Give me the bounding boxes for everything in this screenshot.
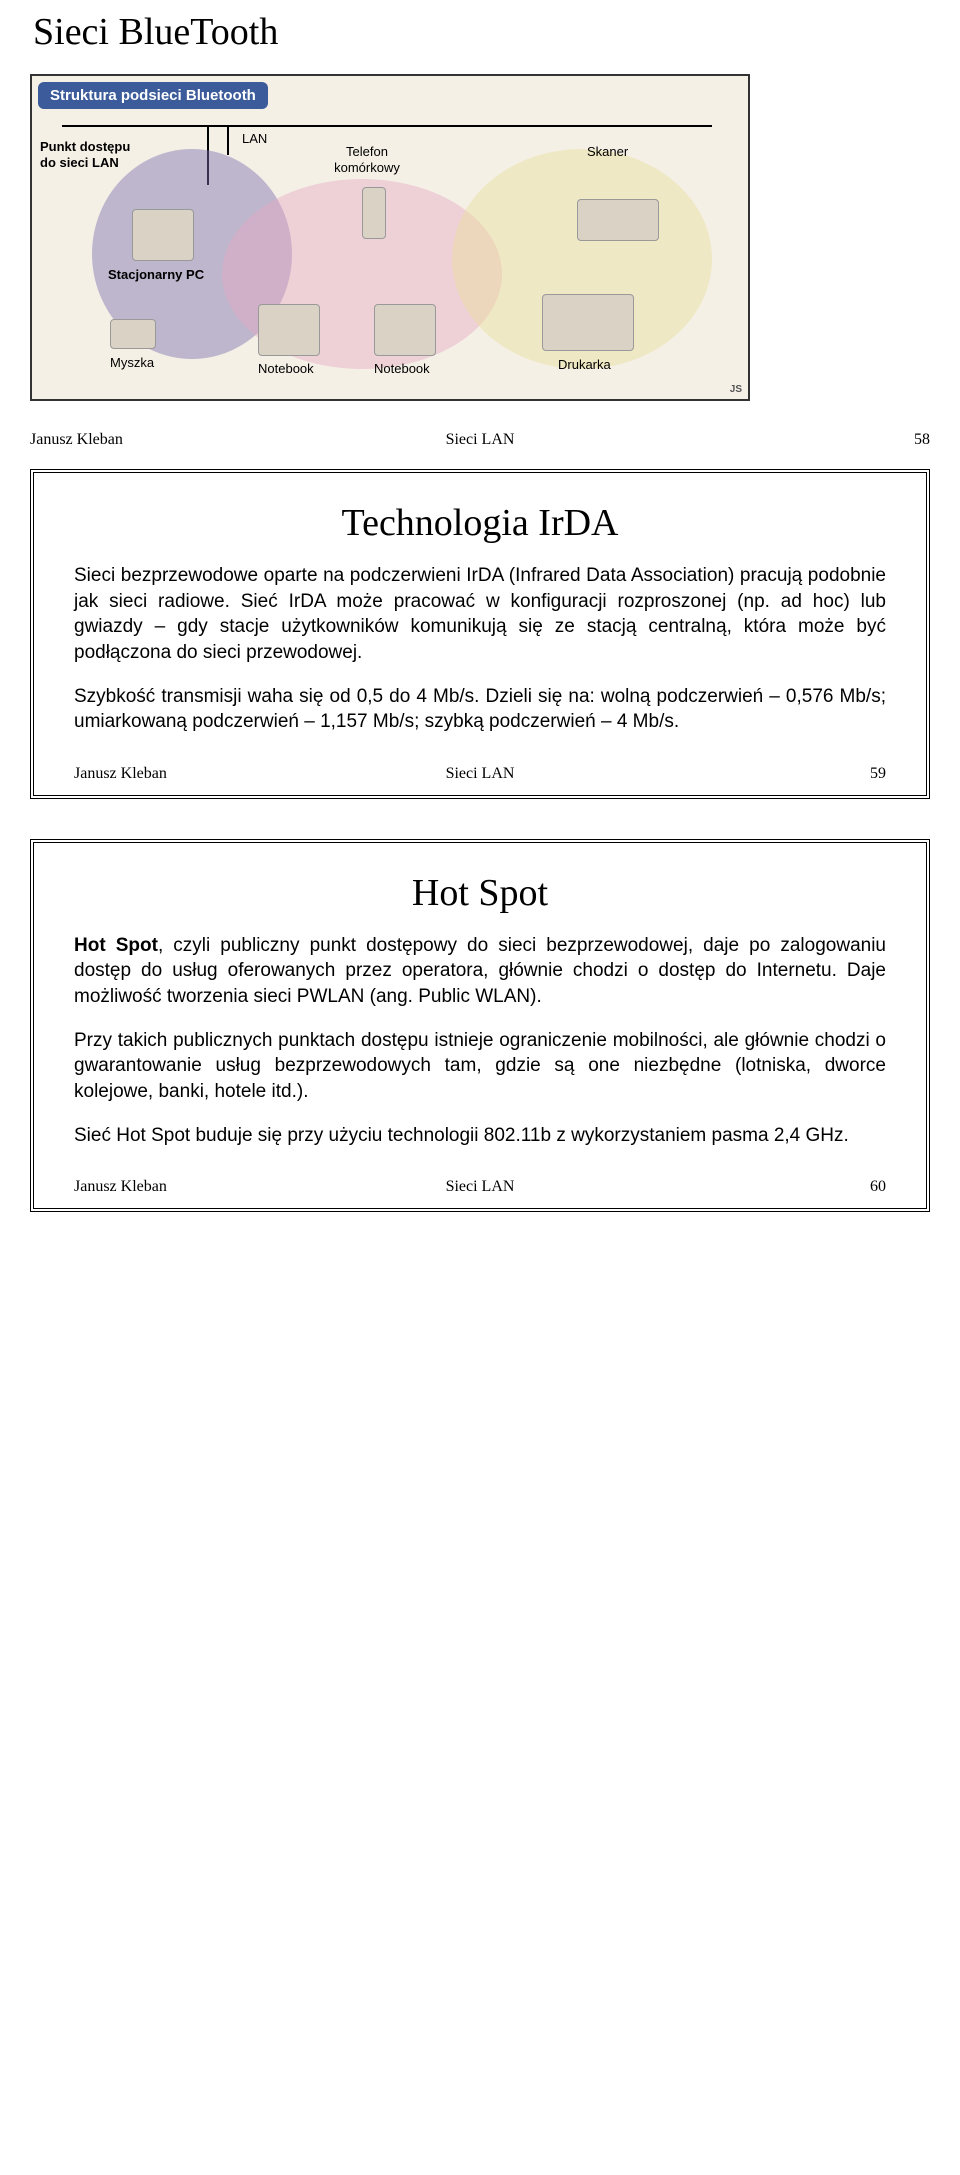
footer-page: 59 [615,765,886,783]
footer-center: Sieci LAN [345,765,616,783]
label-lan: LAN [242,131,267,147]
slide-footer: Janusz Kleban Sieci LAN 58 [30,431,930,449]
slide-title: Sieci BlueTooth [33,10,930,54]
label-stacjonarny-pc: Stacjonarny PC [108,267,204,283]
label-notebook2: Notebook [374,361,430,377]
printer-icon [542,294,634,351]
lead-bold: Hot Spot [74,935,158,956]
footer-center: Sieci LAN [345,1178,616,1196]
paragraph: Szybkość transmisji waha się od 0,5 do 4… [74,684,886,735]
diagram-header: Struktura podsieci Bluetooth [38,82,748,109]
label-skaner: Skaner [587,144,628,160]
footer-page: 58 [630,431,930,449]
slide-title: Hot Spot [74,871,886,915]
slide-footer: Janusz Kleban Sieci LAN 60 [74,1178,886,1196]
pc-icon [132,209,194,261]
slide-1: Sieci BlueTooth Struktura podsieci Bluet… [30,10,930,449]
footer-page: 60 [615,1178,886,1196]
lan-line [62,125,712,127]
footer-author: Janusz Kleban [74,1178,345,1196]
label-drukarka: Drukarka [558,357,611,373]
slide-footer: Janusz Kleban Sieci LAN 59 [74,765,886,783]
paragraph: Przy takich publicznych punktach dostępu… [74,1028,886,1105]
label-telefon: Telefonkomórkowy [322,144,412,175]
bluetooth-diagram: Struktura podsieci Bluetooth Punkt dostę… [30,74,750,401]
paragraph: Hot Spot, czyli publiczny punkt dostępow… [74,933,886,1010]
notebook-icon [374,304,436,356]
footer-author: Janusz Kleban [30,431,330,449]
slide-2: Technologia IrDA Sieci bezprzewodowe opa… [30,469,930,799]
vline [227,125,229,155]
phone-icon [362,187,386,239]
scanner-icon [577,199,659,241]
diagram-header-bubble: Struktura podsieci Bluetooth [38,82,268,109]
label-myszka: Myszka [110,355,154,371]
slide-title: Technologia IrDA [74,501,886,545]
paragraph: Sieć Hot Spot buduje się przy użyciu tec… [74,1123,886,1149]
paragraph: Sieci bezprzewodowe oparte na podczerwie… [74,563,886,666]
footer-author: Janusz Kleban [74,765,345,783]
footer-center: Sieci LAN [330,431,630,449]
mouse-icon [110,319,156,349]
diagram-badge: JS [730,384,742,395]
label-punkt-dostepu: Punkt dostępudo sieci LAN [40,139,150,170]
label-notebook1: Notebook [258,361,314,377]
diagram-body: Punkt dostępudo sieci LAN LAN Telefonkom… [32,109,748,399]
notebook-icon [258,304,320,356]
lead-rest: , czyli publiczny punkt dostępowy do sie… [74,935,886,1007]
slide-3: Hot Spot Hot Spot, czyli publiczny punkt… [30,839,930,1212]
